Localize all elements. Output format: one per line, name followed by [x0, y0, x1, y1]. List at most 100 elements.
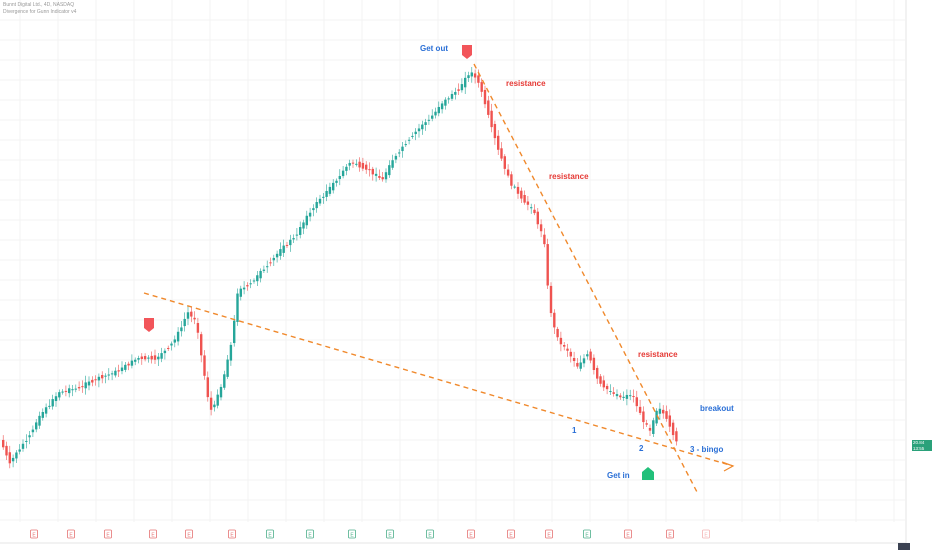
earnings-marker-label: E: [626, 533, 630, 539]
annotation-get-in: Get in: [607, 471, 630, 480]
candle-body: [308, 212, 312, 217]
candle-body: [299, 227, 302, 235]
candlestick-series: [2, 66, 678, 469]
candle-body: [388, 165, 391, 176]
candle-body: [493, 123, 497, 139]
candle-body: [450, 93, 454, 99]
candle-body: [157, 356, 160, 360]
buy-signal-icon: [642, 467, 654, 480]
candle-body: [345, 166, 348, 171]
candle-body: [586, 354, 589, 357]
candle-body: [497, 135, 500, 150]
candle-body: [361, 162, 365, 169]
candle-body: [318, 198, 322, 204]
candle-body: [480, 82, 483, 92]
candle-body: [506, 169, 510, 176]
candle-body: [289, 239, 292, 246]
candle-body: [632, 396, 635, 398]
candle-body: [539, 224, 543, 232]
candle-body: [437, 106, 440, 114]
candle-body: [424, 122, 427, 125]
candle-body: [510, 174, 513, 186]
candle-body: [526, 201, 530, 205]
candle-body: [609, 391, 612, 393]
candle-body: [398, 152, 401, 154]
candle-body: [553, 312, 556, 328]
candle-body: [269, 262, 272, 264]
trendline-arrowhead: [721, 461, 735, 472]
candle-body: [160, 353, 163, 359]
candle-body: [25, 440, 28, 442]
candle-body: [467, 75, 470, 79]
candle-body: [487, 100, 490, 115]
candle-body: [671, 422, 675, 436]
candle-body: [421, 124, 424, 130]
chart-title: Bunnt Digital Ltd., 4D, NASDAQ: [3, 2, 75, 8]
candle-body: [84, 382, 87, 389]
candle-body: [381, 177, 384, 180]
earnings-marker-label: E: [308, 533, 312, 539]
candle-body: [305, 215, 308, 226]
candle-body: [233, 320, 236, 344]
earnings-marker-label: E: [106, 533, 110, 539]
candle-body: [523, 195, 526, 203]
candle-body: [147, 357, 150, 359]
candle-body: [200, 334, 203, 356]
candle-body: [417, 128, 421, 132]
candle-body: [64, 390, 68, 392]
candle-body: [229, 344, 233, 361]
annotation-get-out: Get out: [420, 44, 448, 53]
candle-body: [622, 396, 625, 398]
candle-body: [401, 146, 404, 152]
candle-body: [431, 115, 434, 119]
candle-body: [302, 222, 305, 229]
earnings-marker-label: E: [32, 533, 36, 539]
earnings-marker-label: E: [585, 533, 589, 539]
earnings-marker-icon: [67, 529, 75, 539]
candle-body: [312, 208, 315, 211]
candle-body: [104, 375, 107, 377]
candle-body: [513, 186, 516, 188]
candle-body: [87, 381, 91, 386]
candle-body: [503, 156, 506, 169]
annotation-resistance-2: resistance: [549, 172, 589, 181]
candle-body: [213, 404, 216, 408]
candle-body: [615, 394, 619, 397]
candle-body: [77, 387, 81, 389]
earnings-marker-label: E: [388, 533, 392, 539]
trendlines: [143, 63, 735, 493]
candle-body: [490, 110, 493, 128]
candle-body: [447, 98, 450, 100]
candle-body: [414, 131, 417, 135]
candle-body: [11, 457, 15, 462]
candle-body: [259, 270, 262, 279]
candle-body: [252, 280, 256, 282]
earnings-marker-icon: [624, 529, 632, 539]
candle-body: [543, 234, 546, 245]
candle-body: [549, 285, 553, 314]
candle-body: [619, 395, 622, 398]
candle-body: [28, 435, 31, 438]
annotation-touch-2: 2: [639, 444, 644, 453]
candle-body: [180, 327, 183, 332]
candle-body: [332, 182, 335, 191]
earnings-marker-icon: [348, 529, 356, 539]
earnings-marker-label: E: [151, 533, 155, 539]
earnings-marker-label: E: [547, 533, 551, 539]
candle-body: [566, 348, 569, 351]
candle-body: [404, 144, 407, 146]
candle-body: [371, 168, 374, 175]
candle-body: [203, 355, 206, 376]
candle-body: [279, 249, 282, 256]
indicator-title: Divergence for Gunn Indicator v4: [3, 9, 77, 15]
candle-body: [130, 360, 134, 366]
candle-body: [44, 407, 48, 414]
candle-body: [153, 355, 157, 360]
candle-body: [516, 186, 520, 194]
annotation-resistance-1: resistance: [506, 79, 546, 88]
candle-body: [579, 362, 582, 369]
candle-body: [41, 411, 44, 418]
candle-body: [226, 359, 229, 377]
